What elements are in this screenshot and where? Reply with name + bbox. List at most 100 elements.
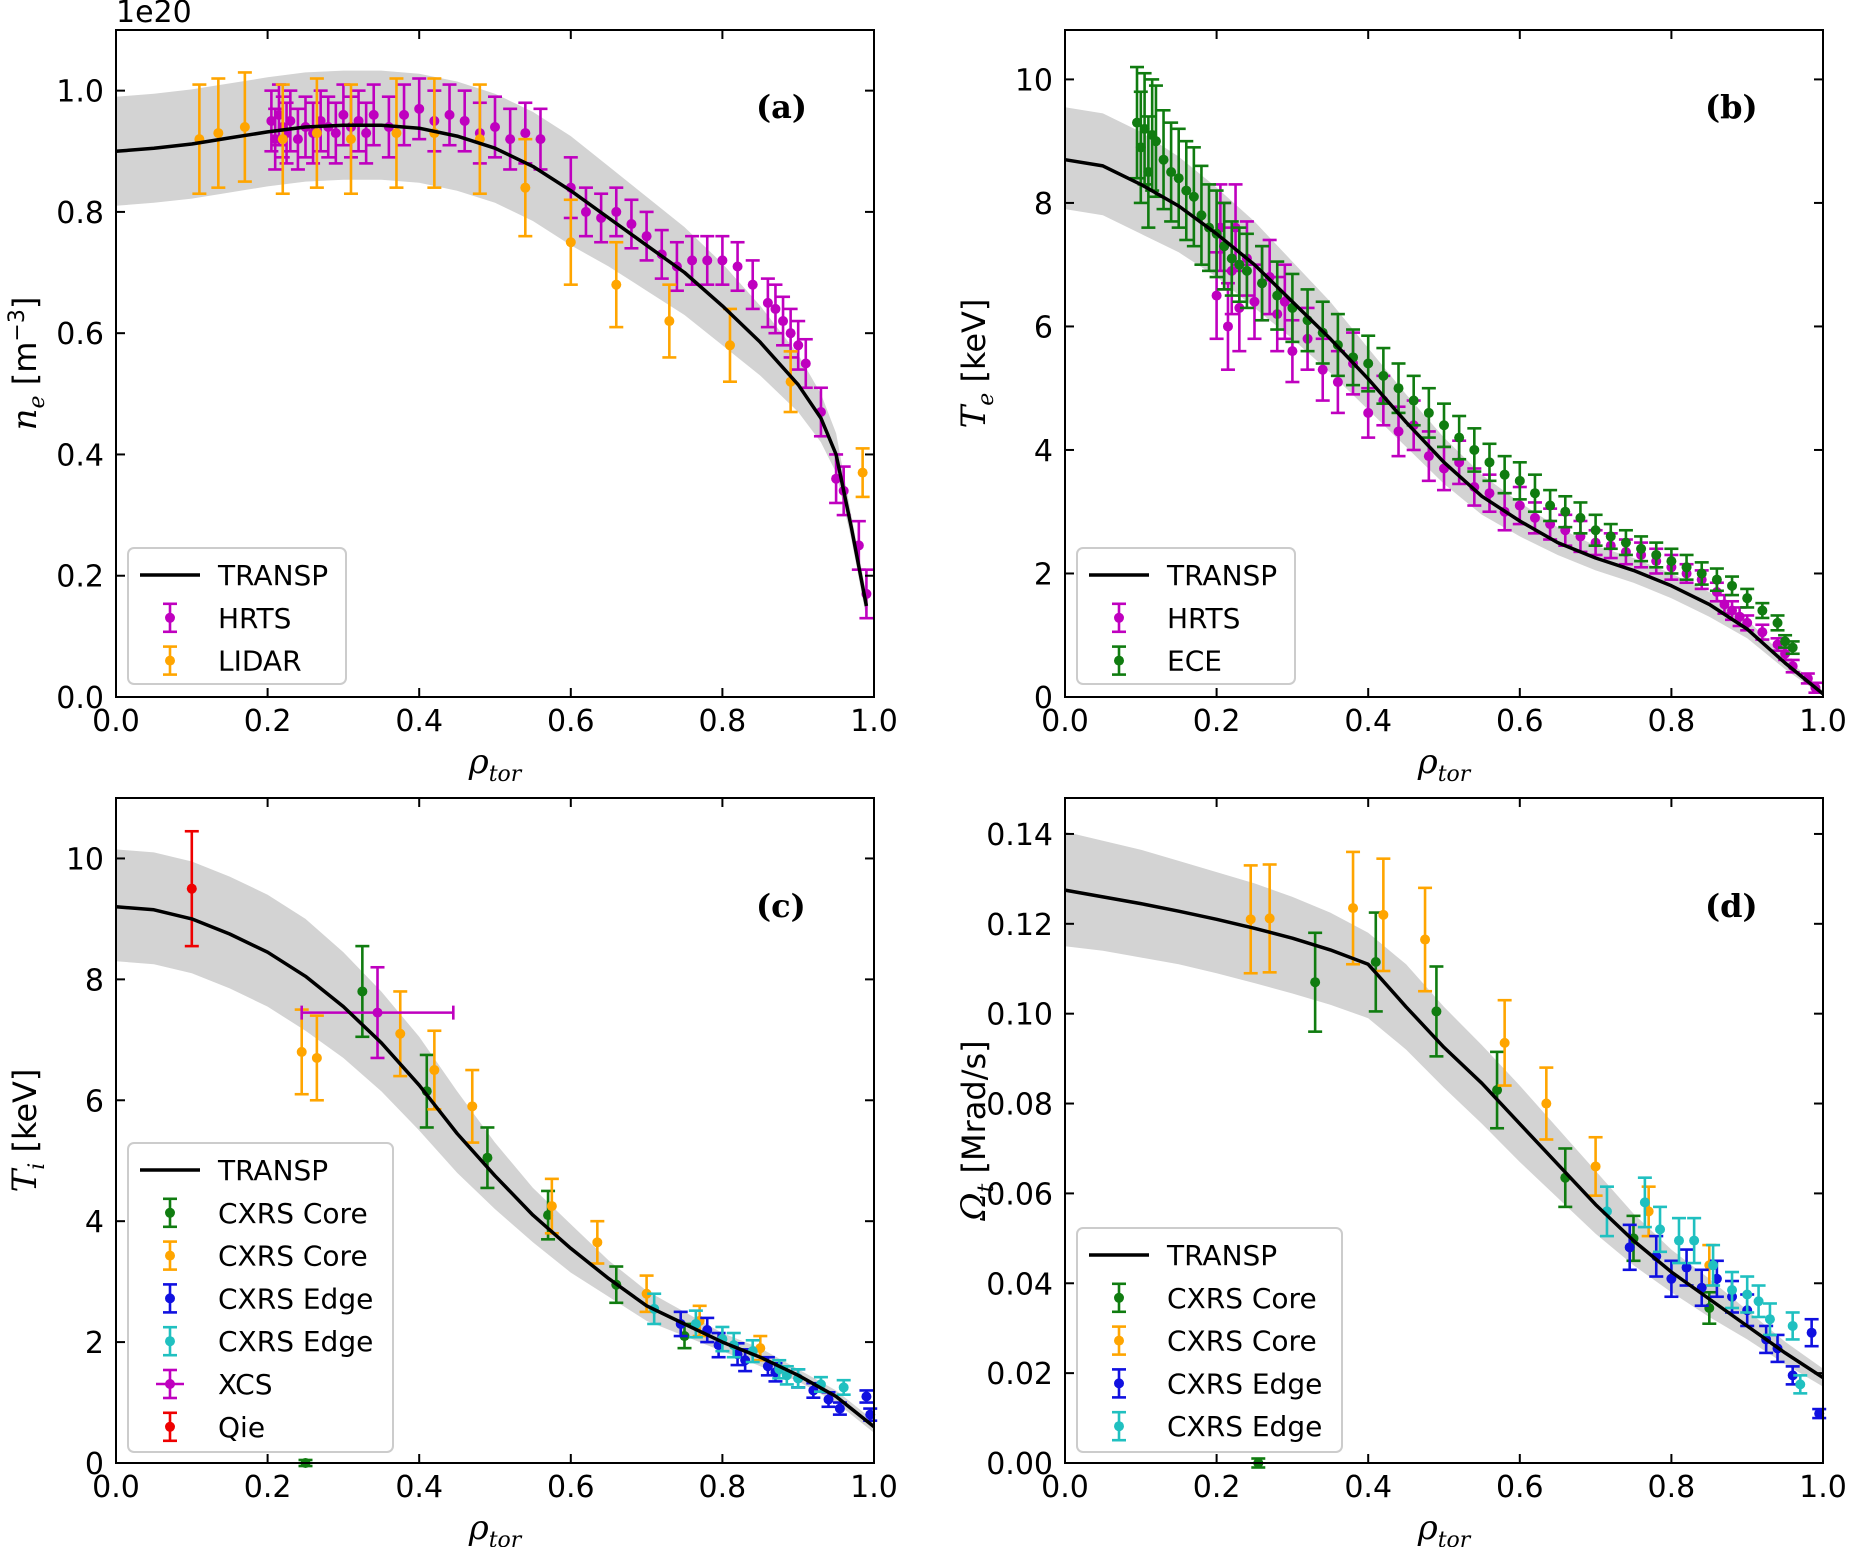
y-tick-label: 2 (85, 1326, 104, 1361)
y-offset-text: 1e20 (116, 0, 192, 30)
data-point (1279, 296, 1290, 307)
legend-point-marker (165, 612, 175, 623)
y-tick-label: 0.10 (986, 998, 1053, 1033)
y-axis-symbol: n (5, 408, 45, 430)
legend: TRANSP CXRS Core CXRS Core CXRS Edge CXRS Ed… (1076, 1227, 1343, 1453)
data-point (1787, 642, 1798, 653)
data-point (732, 261, 743, 272)
data-point (1196, 210, 1207, 221)
y-tick-label: 0.02 (986, 1357, 1053, 1392)
data-point (1454, 432, 1465, 443)
y-tick-label: 8 (1034, 187, 1053, 222)
data-point (1560, 506, 1571, 517)
x-tick-label: 1.0 (850, 704, 898, 739)
x-axis-symbol: ρ (1417, 742, 1438, 782)
x-tick-label: 1.0 (1799, 704, 1847, 739)
panel-c: 0.0 0.2 0.4 0.6 0.8 1.0 0 2 4 6 8 10 ρtor Ti [keV] (c)… (5, 797, 898, 1547)
data-point (1181, 185, 1192, 196)
legend-point-marker (1114, 1335, 1124, 1346)
data-point (1541, 1098, 1552, 1109)
data-point (1655, 1224, 1666, 1235)
x-axis-label: ρtor (1417, 1508, 1472, 1547)
y-tick-label: 0.06 (986, 1177, 1053, 1212)
x-tick-label: 0.8 (1648, 704, 1696, 739)
data-point (296, 1046, 307, 1057)
data-point (1696, 568, 1707, 579)
x-axis-label: ρtor (468, 742, 523, 787)
data-point (1814, 1408, 1825, 1419)
data-point (1806, 1327, 1817, 1338)
data-point (1393, 383, 1404, 394)
data-point (1499, 1037, 1510, 1048)
y-axis-label: Ti [keV] (5, 1069, 50, 1193)
legend-point-marker (1114, 1378, 1124, 1389)
panel-tag: (c) (756, 887, 806, 925)
data-point (717, 255, 728, 266)
legend-label: XCS (218, 1368, 272, 1401)
x-tick-label: 0.4 (1344, 1470, 1392, 1505)
panel-b: 0.0 0.2 0.4 0.6 0.8 1.0 0 2 4 6 8 10 ρtor Te [keV] (b)… (954, 29, 1847, 787)
legend-label: CXRS Core (218, 1240, 368, 1273)
panel-tag: (a) (756, 88, 807, 126)
x-tick-label: 0.4 (395, 1470, 443, 1505)
y-tick-label: 8 (85, 963, 104, 998)
data-point (1173, 173, 1184, 184)
panel-tag: (b) (1705, 88, 1758, 126)
y-tick-label: 0.14 (986, 818, 1053, 853)
data-point (1166, 167, 1177, 178)
data-point (459, 115, 470, 126)
data-point (1211, 290, 1222, 301)
x-tick-label: 0.8 (699, 1470, 747, 1505)
x-axis-subscript: tor (1438, 1528, 1472, 1547)
data-point (1575, 512, 1586, 523)
axes-frame (115, 797, 875, 1464)
panel-a: 0.0 0.2 0.4 0.6 0.8 1.0 0.0 0.2 0.4 0.6 0.8 1.0 1e20… (5, 0, 898, 787)
data-point (861, 1391, 872, 1402)
x-tick-label: 0.8 (699, 704, 747, 739)
data-point (580, 206, 591, 217)
x-tick-label: 0.2 (1193, 704, 1241, 739)
data-point (429, 1065, 440, 1076)
data-point (395, 1028, 406, 1039)
y-tick-label: 0.0 (56, 681, 104, 716)
x-tick-label: 1.0 (1799, 1470, 1847, 1505)
data-point (391, 128, 402, 139)
data-point (467, 1101, 478, 1112)
data-point (1499, 469, 1510, 480)
data-point (1742, 1289, 1753, 1300)
data-point (762, 297, 773, 308)
x-tick-label: 0.0 (92, 1470, 140, 1505)
y-axis-label: Te [keV] (954, 299, 999, 429)
data-point (1780, 636, 1791, 647)
data-point (345, 134, 356, 145)
y-axis-label: ne [m−3] (5, 297, 50, 431)
data-point (1651, 549, 1662, 560)
data-point (186, 883, 197, 894)
uncertainty-band (1065, 107, 1823, 696)
y-axis-unit: [keV] (955, 299, 993, 393)
data-point (1590, 525, 1601, 536)
panel-tag: (d) (1705, 887, 1758, 925)
y-tick-label: 0.8 (56, 196, 104, 231)
legend-label: TRANSP (217, 1154, 328, 1187)
data-point (1188, 191, 1199, 202)
legend: TRANSP HRTS ECE (1076, 547, 1296, 685)
data-point (239, 122, 250, 133)
y-axis-unit-end: ] (6, 297, 44, 309)
data-point (1234, 302, 1245, 313)
data-point (626, 219, 637, 230)
legend-point-marker (165, 1379, 175, 1389)
data-point (1249, 296, 1260, 307)
uncertainty-band (116, 70, 867, 619)
y-tick-label: 0.04 (986, 1267, 1053, 1302)
legend: TRANSP HRTS LIDAR (127, 547, 347, 685)
y-tick-label: 6 (1034, 310, 1053, 345)
data-point (611, 206, 622, 217)
legend-box (1076, 547, 1296, 685)
legend-label: CXRS Core (1167, 1282, 1317, 1315)
data-point (285, 115, 296, 126)
y-axis-subscript: e (25, 395, 50, 408)
data-point (1370, 957, 1381, 968)
series-qie (184, 829, 199, 948)
